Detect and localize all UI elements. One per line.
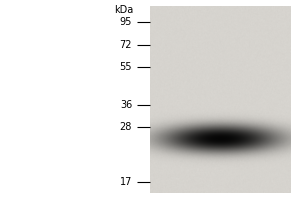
Text: 95: 95	[120, 17, 132, 27]
Text: 17: 17	[120, 177, 132, 187]
Text: 72: 72	[120, 40, 132, 50]
Text: kDa: kDa	[114, 5, 134, 15]
Text: 28: 28	[120, 122, 132, 132]
Text: 55: 55	[120, 62, 132, 72]
Text: 36: 36	[120, 100, 132, 110]
